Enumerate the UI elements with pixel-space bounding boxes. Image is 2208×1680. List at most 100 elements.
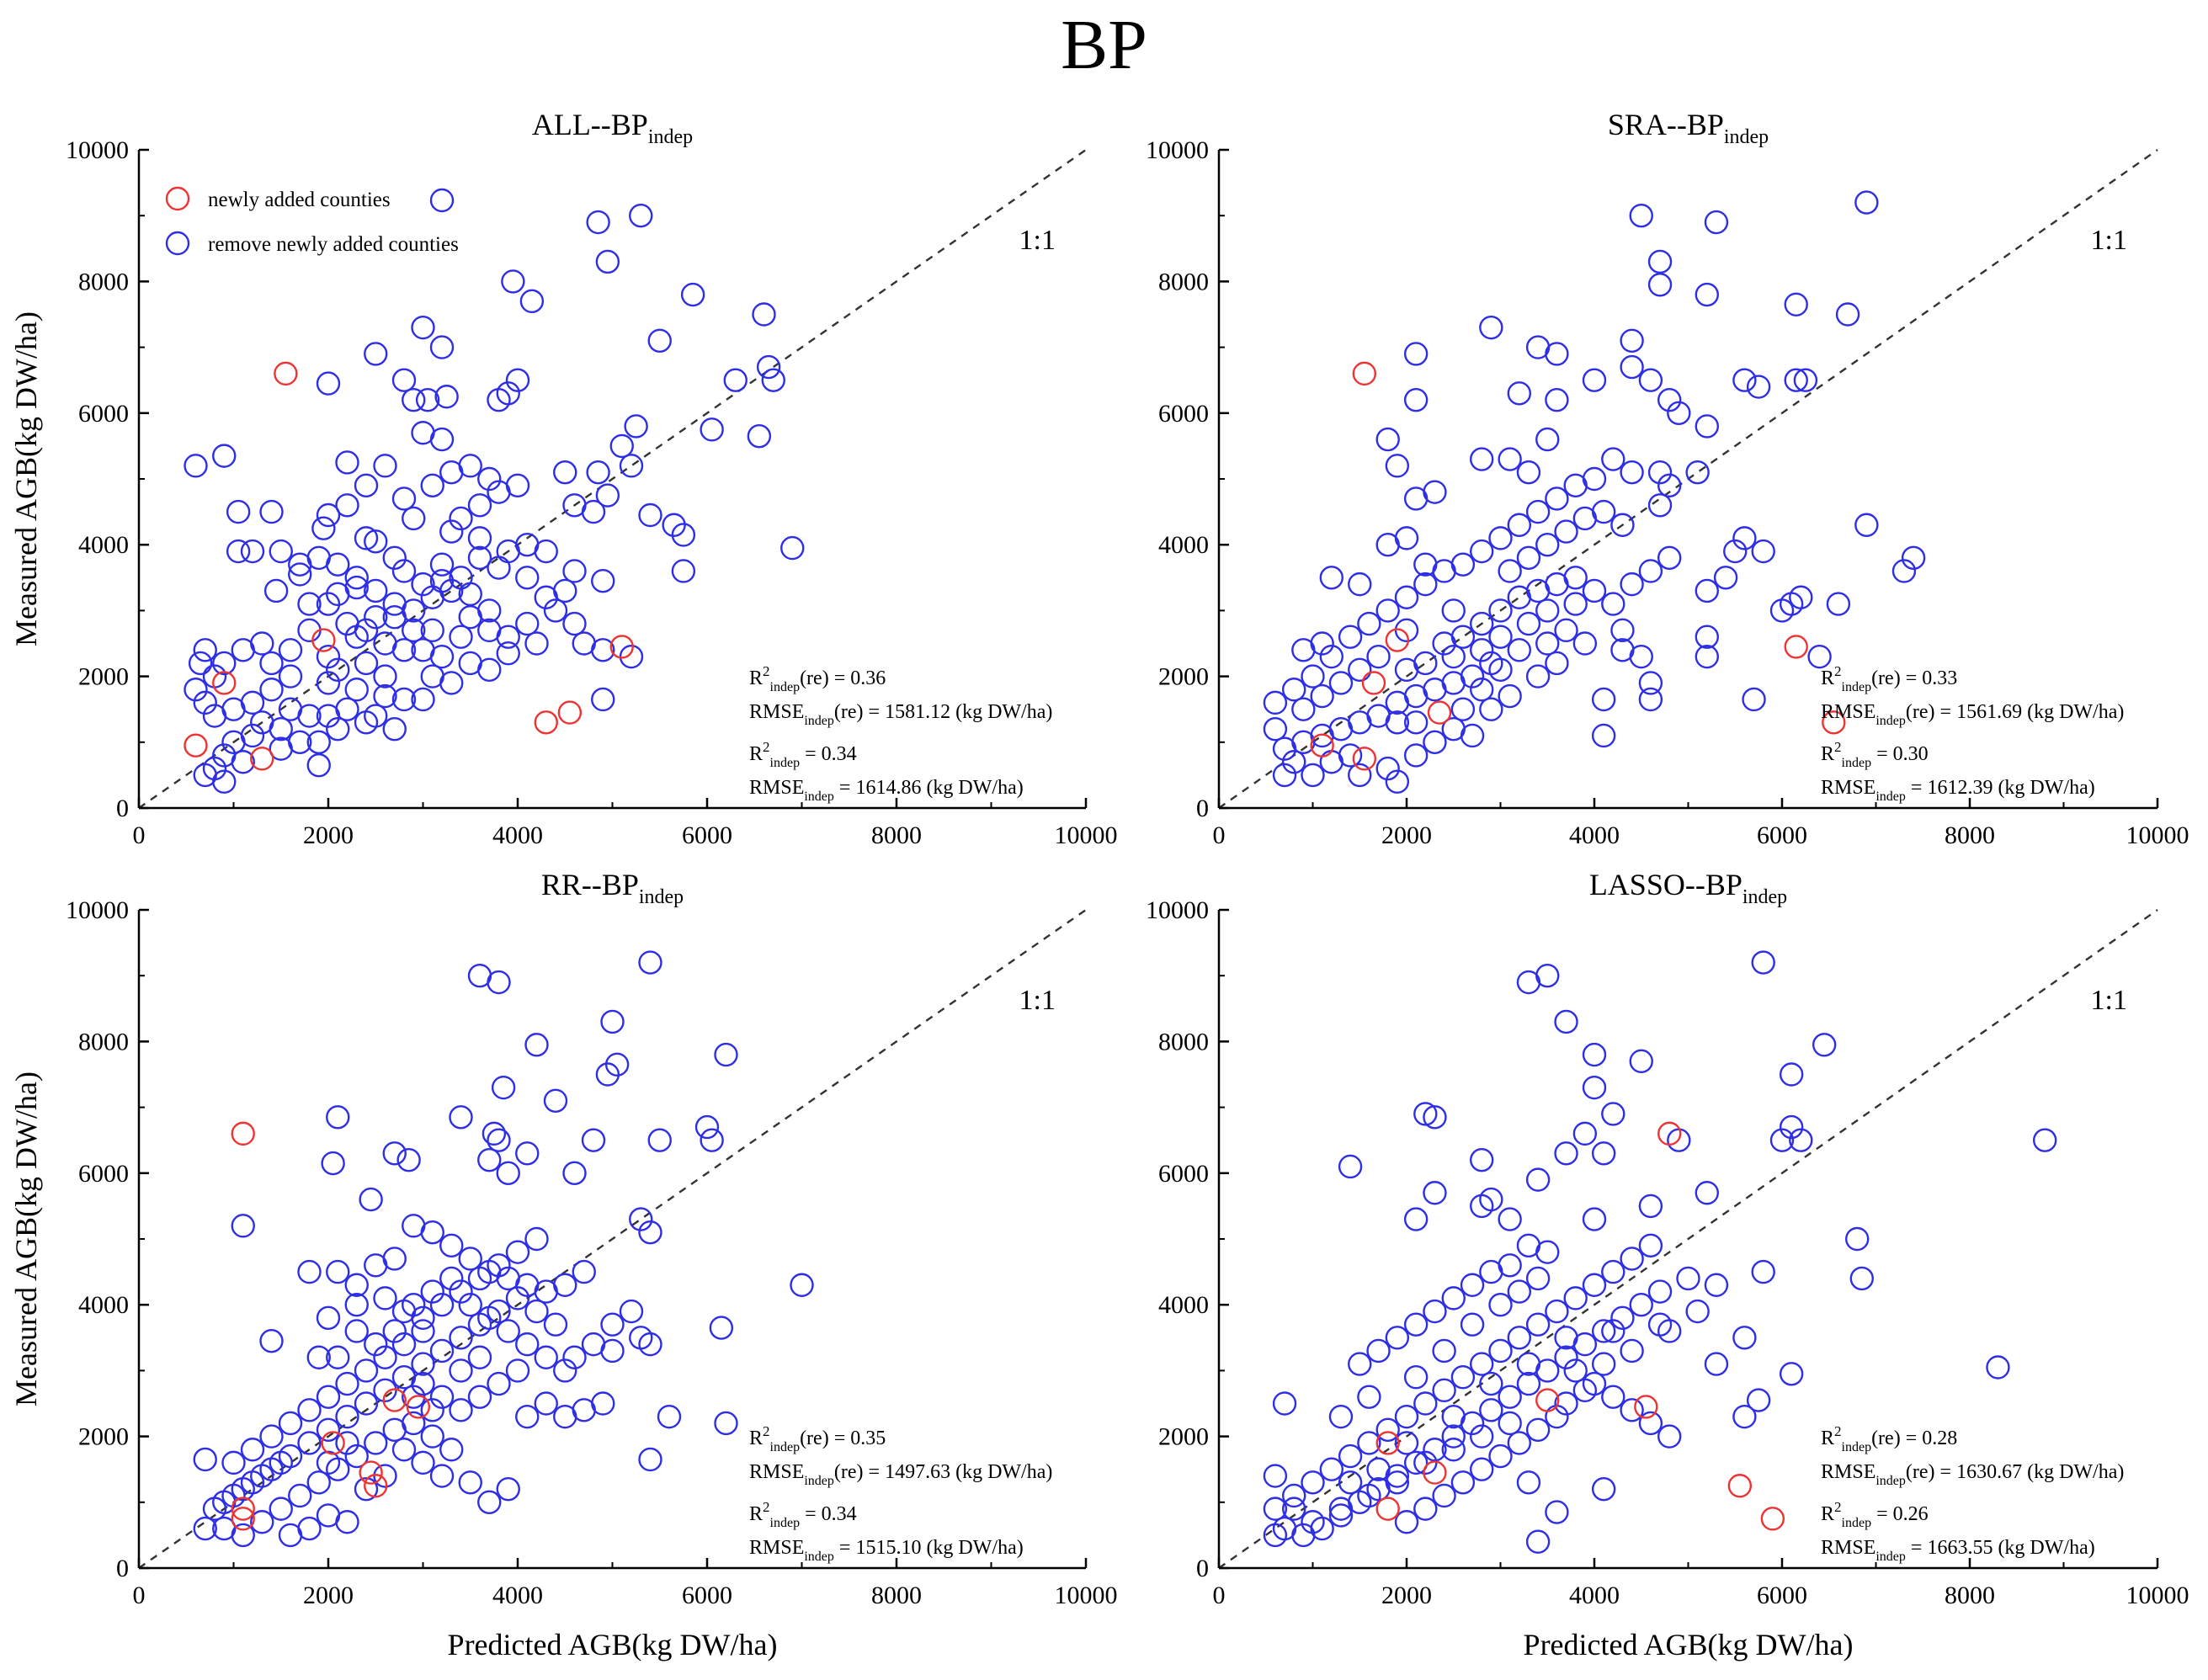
marker-existing	[1348, 1352, 1372, 1376]
marker-existing	[1695, 625, 1720, 649]
marker-existing	[306, 1470, 331, 1495]
marker-existing	[1620, 460, 1644, 485]
x-tick-label: 6000	[1757, 1582, 1807, 1609]
stat-line: R2indep = 0.30	[1821, 739, 1929, 770]
y-tick-label: 6000	[1158, 1160, 1209, 1188]
marker-existing	[1525, 1167, 1551, 1192]
marker-existing	[1328, 1497, 1354, 1521]
marker-existing	[364, 529, 388, 554]
marker-existing	[411, 315, 435, 340]
panel-title: LASSO--BPindep	[1589, 868, 1787, 908]
marker-existing	[1403, 710, 1429, 735]
marker-existing	[524, 1226, 549, 1252]
marker-existing	[1657, 1424, 1682, 1449]
x-tick-label: 8000	[1945, 1582, 1995, 1609]
marker-existing	[1469, 539, 1494, 564]
x-tick-label: 8000	[871, 821, 922, 849]
marker-existing	[595, 1062, 620, 1087]
marker-existing	[391, 559, 417, 583]
marker-existing	[638, 502, 662, 528]
stat-line: RMSEindep = 1515.10 (kg DW/ha)	[749, 1537, 1024, 1564]
marker-existing	[1647, 249, 1673, 274]
marker-existing	[411, 1371, 435, 1396]
marker-existing	[586, 460, 610, 485]
x-tick-label: 2000	[303, 821, 354, 849]
marker-existing	[1591, 687, 1616, 712]
marker-existing	[429, 552, 455, 577]
stat-line: R2indep = 0.34	[749, 739, 857, 770]
marker-existing	[467, 493, 492, 518]
marker-existing	[1854, 190, 1879, 215]
marker-existing	[1695, 282, 1720, 307]
marker-existing	[1469, 638, 1494, 662]
marker-existing	[411, 572, 435, 597]
marker-existing	[467, 1385, 492, 1409]
marker-existing	[231, 1476, 255, 1502]
marker-existing	[1450, 625, 1476, 649]
marker-existing	[1301, 763, 1325, 788]
marker-existing	[449, 566, 473, 590]
marker-existing	[477, 466, 502, 492]
marker-existing	[1479, 1371, 1503, 1396]
one-to-one-label: 1:1	[2091, 985, 2127, 1016]
marker-newly-added	[231, 1507, 255, 1531]
marker-existing	[1469, 678, 1494, 702]
marker-existing	[278, 638, 303, 662]
marker-existing	[1375, 427, 1400, 452]
marker-existing	[429, 335, 455, 359]
marker-existing	[335, 1510, 359, 1534]
marker-existing	[1281, 1483, 1306, 1508]
marker-existing	[1695, 578, 1720, 603]
marker-existing	[482, 1121, 507, 1146]
marker-existing	[1281, 678, 1306, 702]
marker-existing	[1441, 1286, 1466, 1311]
marker-existing	[231, 638, 255, 662]
marker-existing	[288, 1483, 312, 1508]
marker-existing	[402, 506, 426, 531]
marker-newly-added	[1352, 747, 1377, 771]
marker-existing	[1647, 1279, 1673, 1304]
marker-existing	[1366, 1338, 1391, 1364]
panel-title: ALL--BPindep	[532, 108, 693, 148]
marker-existing	[1657, 387, 1682, 412]
marker-existing	[415, 387, 440, 412]
marker-existing	[458, 1292, 482, 1317]
marker-existing	[467, 526, 492, 550]
x-tick-label: 4000	[1569, 1582, 1620, 1609]
marker-existing	[1516, 1352, 1541, 1376]
marker-existing	[1357, 611, 1381, 636]
marker-existing	[420, 473, 444, 498]
marker-existing	[1507, 381, 1532, 406]
marker-existing	[1732, 1404, 1757, 1429]
marker-existing	[391, 687, 417, 712]
marker-existing	[288, 730, 312, 754]
marker-existing	[1301, 664, 1325, 688]
y-axis-title: Measured AGB(kg DW/ha)	[9, 1071, 43, 1406]
marker-existing	[1789, 1128, 1813, 1152]
marker-existing	[1469, 1147, 1494, 1172]
marker-existing	[1525, 499, 1551, 524]
x-tick-label: 10000	[2126, 821, 2189, 849]
marker-existing	[1535, 427, 1560, 452]
marker-existing	[1638, 1411, 1663, 1436]
marker-existing	[1507, 1279, 1532, 1304]
marker-existing	[1394, 526, 1419, 550]
marker-existing	[1498, 1207, 1522, 1231]
marker-newly-added	[1352, 361, 1377, 386]
marker-existing	[1572, 1121, 1598, 1146]
marker-newly-added	[1375, 1497, 1400, 1521]
marker-existing	[1310, 631, 1334, 656]
marker-existing	[505, 368, 530, 392]
marker-existing	[429, 1464, 455, 1488]
marker-existing	[1769, 1128, 1795, 1152]
marker-existing	[487, 1253, 511, 1278]
marker-newly-added	[212, 671, 237, 695]
marker-existing	[316, 502, 341, 528]
marker-existing	[543, 598, 568, 623]
marker-existing	[250, 710, 274, 735]
marker-existing	[1498, 683, 1522, 709]
marker-existing	[1375, 1417, 1400, 1442]
marker-existing	[1582, 1207, 1607, 1231]
marker-existing	[496, 1319, 520, 1343]
marker-existing	[458, 1247, 482, 1271]
